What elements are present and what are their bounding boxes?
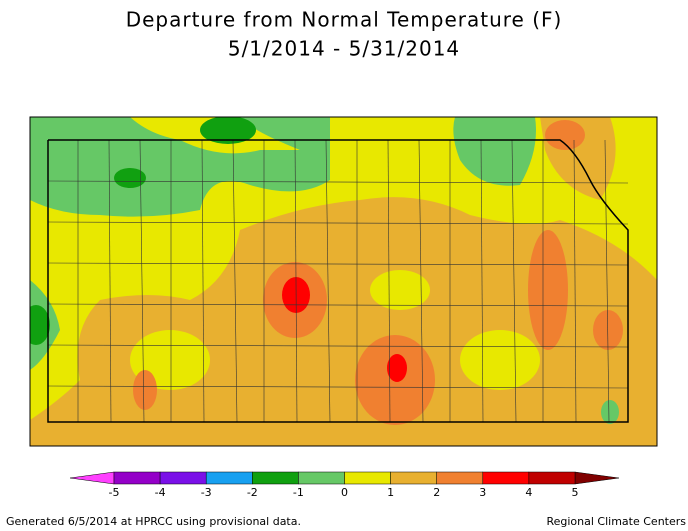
legend-tick-label: 1 <box>387 486 394 499</box>
hot-area <box>593 310 623 350</box>
cold-spot <box>200 117 256 144</box>
hot-area <box>545 120 585 150</box>
county-line <box>480 139 484 423</box>
state-border <box>47 139 629 423</box>
legend-swatch <box>436 471 484 485</box>
county-line <box>232 139 238 423</box>
color-legend: -5 -4 -3 -2 -1 0 1 2 3 4 5 <box>69 471 620 499</box>
legend-tick-label: 5 <box>572 486 579 499</box>
county-line <box>47 385 629 389</box>
legend-swatch <box>344 471 391 485</box>
county-line <box>47 344 629 348</box>
legend-swatch <box>390 471 437 485</box>
county-line <box>47 262 629 266</box>
county-line <box>139 139 145 423</box>
legend-swatch <box>205 471 253 485</box>
legend-tick-label: -3 <box>201 486 212 499</box>
map-subtitle: 5/1/2014 - 5/31/2014 <box>228 37 460 61</box>
map <box>29 116 658 447</box>
county-line <box>387 139 391 423</box>
county-line <box>47 303 629 307</box>
cold-spot <box>30 305 50 345</box>
county-line <box>418 139 424 423</box>
cool-area <box>601 400 619 424</box>
legend-swatch <box>298 471 345 485</box>
county-line <box>604 139 610 423</box>
legend-swatch <box>528 471 576 485</box>
county-line <box>47 180 629 184</box>
county-line <box>47 221 629 225</box>
under-arrow <box>69 471 115 485</box>
neutral-area <box>370 270 430 310</box>
county-line <box>201 139 205 423</box>
legend-tick-label: 0 <box>341 486 348 499</box>
legend-tick-label: 3 <box>479 486 486 499</box>
legend-tick-label: 2 <box>433 486 440 499</box>
legend-tick-label: -5 <box>109 486 120 499</box>
cold-spot <box>114 168 146 188</box>
county-line <box>294 139 298 423</box>
legend-tick-label: -2 <box>247 486 258 499</box>
legend-swatch <box>113 471 161 485</box>
neutral-area <box>460 330 540 390</box>
county-line <box>573 139 577 423</box>
legend-swatch <box>482 471 530 485</box>
over-arrow <box>574 471 620 485</box>
hot-area <box>528 230 568 350</box>
legend-swatch <box>159 471 207 485</box>
legend-tick-label: -1 <box>293 486 304 499</box>
footer-note: Generated 6/5/2014 at HPRCC using provis… <box>6 515 301 528</box>
legend-tick-label: 4 <box>525 486 532 499</box>
county-lines <box>47 139 629 423</box>
legend-swatch <box>252 471 299 485</box>
footer-credit: Regional Climate Centers <box>546 515 686 528</box>
county-line <box>108 139 112 423</box>
cool-area <box>453 117 536 186</box>
county-line <box>325 139 331 423</box>
map-title: Departure from Normal Temperature (F) <box>126 8 563 32</box>
county-line <box>511 139 517 423</box>
map-frame <box>29 116 658 447</box>
legend-tick-label: -4 <box>155 486 166 499</box>
hottest-spot <box>387 354 407 382</box>
hot-area <box>133 370 157 410</box>
